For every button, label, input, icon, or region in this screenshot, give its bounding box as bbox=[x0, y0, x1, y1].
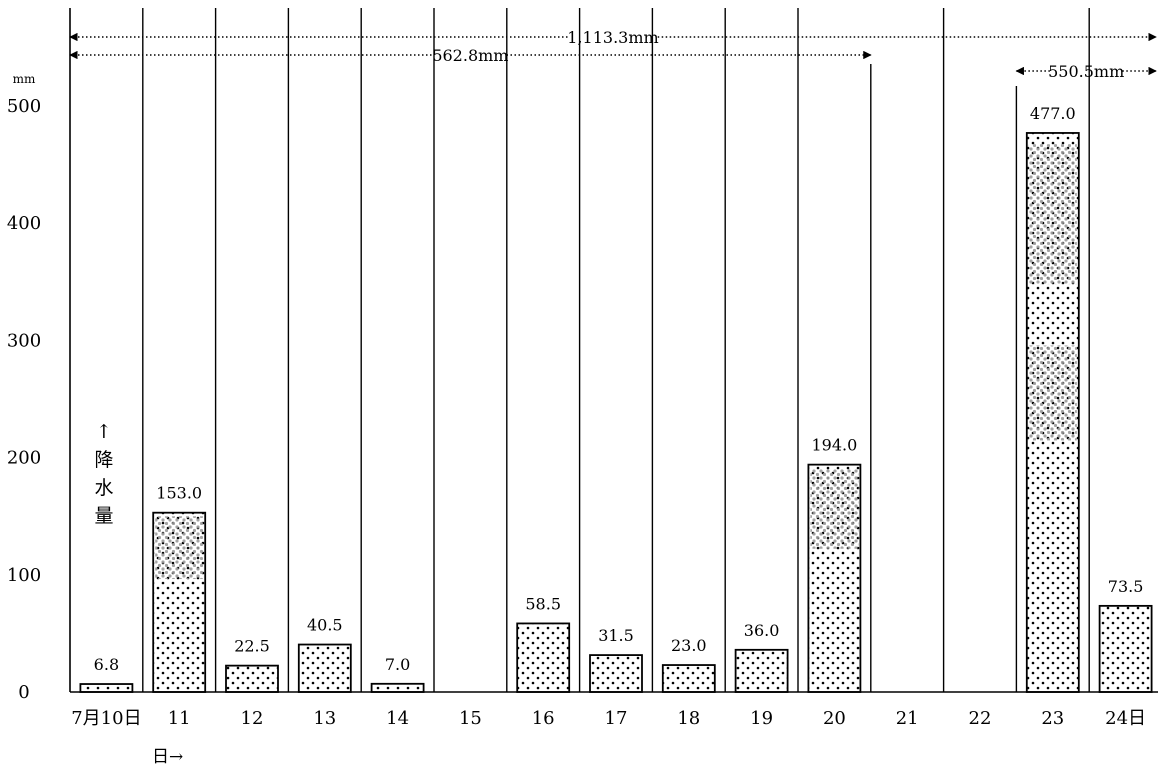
bar-value-label: 73.5 bbox=[1108, 577, 1144, 596]
bar-value-label: 40.5 bbox=[307, 616, 343, 635]
y-tick-label: 100 bbox=[7, 565, 41, 586]
x-tick-label: 20 bbox=[823, 708, 846, 729]
y-axis-label-char: 量 bbox=[94, 505, 113, 527]
bar bbox=[371, 683, 424, 692]
x-tick-label: 22 bbox=[969, 708, 992, 729]
bar bbox=[226, 665, 278, 692]
x-tick-label: 11 bbox=[168, 708, 191, 729]
bar-value-label: 58.5 bbox=[525, 594, 561, 613]
y-axis-unit: mm bbox=[13, 72, 36, 86]
x-tick-label: 21 bbox=[896, 708, 919, 729]
x-tick-labels: 7月10日 11 12 13 14 15 16 17 18 19 20 21 22 23 24日 bbox=[71, 708, 1146, 729]
bar-shade bbox=[1028, 144, 1077, 285]
x-axis-label: 日→ bbox=[152, 747, 183, 767]
y-axis-label-char: 水 bbox=[94, 477, 113, 499]
total-annotations: 1,113.3mm 562.8mm 550.5mm bbox=[69, 28, 1157, 81]
bar-value-label: 6.8 bbox=[94, 655, 119, 674]
bar bbox=[517, 623, 570, 692]
y-tick-label: 300 bbox=[7, 330, 41, 351]
x-tick-label: 16 bbox=[532, 708, 555, 729]
x-tick-label: 13 bbox=[313, 708, 336, 729]
bar-value-label: 23.0 bbox=[671, 636, 707, 655]
x-tick-label: 7月10日 bbox=[71, 708, 141, 729]
x-tick-label: 23 bbox=[1041, 708, 1064, 729]
y-tick-labels: 0 100 200 300 400 500 bbox=[7, 96, 41, 703]
y-tick-label: 200 bbox=[7, 448, 41, 469]
bar-shade bbox=[155, 516, 204, 580]
x-tick-label: 19 bbox=[750, 708, 773, 729]
y-tick-label: 400 bbox=[7, 213, 41, 234]
day-dividers bbox=[69, 8, 1090, 692]
y-axis: mm bbox=[13, 72, 36, 86]
bar-value-label: 7.0 bbox=[385, 655, 410, 674]
bar-value-label: 477.0 bbox=[1030, 104, 1076, 123]
x-tick-label: 14 bbox=[386, 708, 409, 729]
annotation-label: 562.8mm bbox=[432, 46, 508, 65]
bar-value-label: 22.5 bbox=[234, 637, 270, 656]
bar bbox=[662, 665, 715, 692]
y-tick-label: 0 bbox=[18, 682, 29, 703]
bar-value-label: 194.0 bbox=[811, 436, 857, 455]
bar bbox=[298, 644, 351, 692]
bar-value-label: 36.0 bbox=[744, 621, 780, 640]
bars bbox=[79, 132, 1153, 693]
annotation-label: 550.5mm bbox=[1048, 62, 1124, 81]
bar bbox=[735, 649, 788, 692]
y-axis-label-char: 降 bbox=[94, 449, 113, 471]
x-tick-label: 12 bbox=[241, 708, 264, 729]
bar-shade bbox=[810, 469, 859, 549]
x-tick-label: 24日 bbox=[1105, 708, 1146, 729]
y-axis-label-char: ↑ bbox=[96, 421, 112, 443]
y-tick-label: 500 bbox=[7, 96, 41, 117]
value-labels: 6.8 153.0 22.5 40.5 7.0 58.5 31.5 23.0 36.0 194.0… bbox=[94, 104, 1144, 674]
bar bbox=[590, 655, 642, 692]
bar-value-label: 153.0 bbox=[156, 484, 202, 503]
x-tick-label: 15 bbox=[459, 708, 482, 729]
bar-shade bbox=[1028, 345, 1077, 441]
x-tick-label: 17 bbox=[605, 708, 628, 729]
annotation-label: 1,113.3mm bbox=[567, 28, 658, 47]
x-tick-label: 18 bbox=[677, 708, 700, 729]
bar-value-label: 31.5 bbox=[598, 626, 634, 645]
bar bbox=[1099, 605, 1152, 692]
bar bbox=[80, 684, 133, 692]
y-axis-label: ↑ 降水量 bbox=[94, 421, 113, 527]
